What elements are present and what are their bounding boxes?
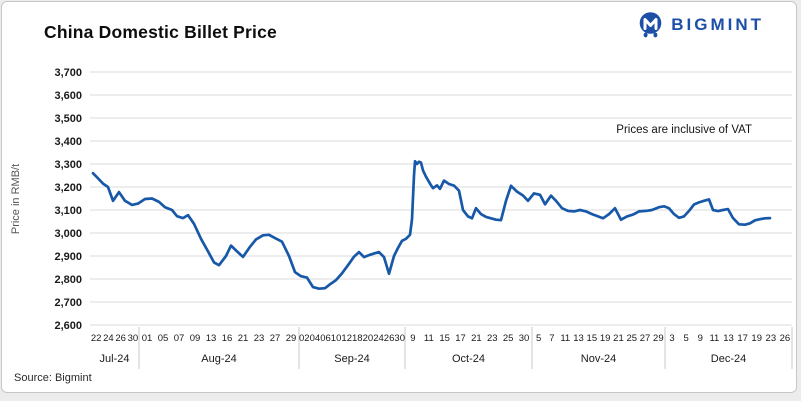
x-tick-label: 24 xyxy=(103,333,114,344)
y-tick-label: 3,600 xyxy=(54,90,82,102)
x-tick-label: 17 xyxy=(455,333,466,344)
x-tick-label: 15 xyxy=(439,333,450,344)
x-tick-label: 29 xyxy=(286,333,297,344)
x-tick-label: 24 xyxy=(373,333,384,344)
x-month-label: Sep-24 xyxy=(334,353,369,365)
x-tick-label: 11 xyxy=(709,333,719,344)
x-tick-label: 27 xyxy=(640,333,651,344)
y-axis-title: Price in RMB/t xyxy=(10,164,22,234)
price-line-series xyxy=(91,159,772,291)
x-tick-label: 26 xyxy=(384,333,395,344)
brand-name: BIGMINT xyxy=(671,14,764,34)
y-tick-label: 3,300 xyxy=(54,159,82,171)
y-axis-labels: 2,600 2,700 2,800 2,900 3,000 3,100 3,200 3,300… xyxy=(54,67,82,332)
x-tick-label: 23 xyxy=(254,333,265,344)
x-tick-label: 7 xyxy=(549,333,554,344)
x-tick-label: 04 xyxy=(310,333,321,344)
x-tick-label: 21 xyxy=(613,333,624,344)
y-tick-label: 2,600 xyxy=(54,320,82,332)
x-tick-label: 9 xyxy=(698,333,703,344)
x-tick-label: 17 xyxy=(737,333,748,344)
x-tick-label: 29 xyxy=(653,333,664,344)
y-tick-label: 3,200 xyxy=(54,182,82,194)
vat-annotation: Prices are inclusive of VAT xyxy=(616,124,752,136)
x-tick-label: 13 xyxy=(206,333,217,344)
x-tick-label: 30 xyxy=(519,333,530,344)
y-tick-label: 3,500 xyxy=(54,113,82,125)
y-tick-label: 2,900 xyxy=(54,251,82,263)
x-tick-label: 5 xyxy=(684,333,689,344)
x-tick-label: 16 xyxy=(222,333,233,344)
x-tick-label: 11 xyxy=(560,333,570,344)
x-tick-label: 18 xyxy=(352,333,363,344)
y-tick-label: 2,700 xyxy=(54,297,82,309)
x-tick-label: 06 xyxy=(320,333,331,344)
x-tick-label: 26 xyxy=(115,333,126,344)
x-tick-label: 05 xyxy=(158,333,169,344)
x-tick-label: 26 xyxy=(780,333,791,344)
gridlines xyxy=(90,71,792,326)
bigmint-logo-icon xyxy=(639,12,662,38)
x-tick-label: 09 xyxy=(190,333,201,344)
x-month-label: Aug-24 xyxy=(201,353,236,365)
x-tick-label: 20 xyxy=(363,333,374,344)
y-tick-label: 3,400 xyxy=(54,136,82,148)
x-tick-label: 23 xyxy=(487,333,498,344)
x-tick-label: 13 xyxy=(573,333,584,344)
x-tick-label: 10 xyxy=(331,333,342,344)
x-month-label: Oct-24 xyxy=(452,353,485,365)
x-tick-label: 23 xyxy=(766,333,777,344)
x-tick-label: 13 xyxy=(723,333,734,344)
x-month-label: Dec-24 xyxy=(711,353,746,365)
x-tick-label: 02 xyxy=(299,333,310,344)
page-title: China Domestic Billet Price xyxy=(44,22,277,42)
x-tick-label: 27 xyxy=(270,333,281,344)
x-tick-label: 15 xyxy=(587,333,598,344)
x-tick-label: 19 xyxy=(751,333,762,344)
x-tick-label: 19 xyxy=(600,333,611,344)
billet-price-line-chart: 2,600 2,700 2,800 2,900 3,000 3,100 3,200 3,300… xyxy=(10,67,793,369)
x-tick-label: 3 xyxy=(669,333,674,344)
x-tick-label: 25 xyxy=(503,333,514,344)
y-tick-label: 3,100 xyxy=(54,205,82,217)
x-tick-label: 30 xyxy=(128,333,139,344)
x-tick-label: 21 xyxy=(471,333,482,344)
x-tick-label: 01 xyxy=(142,333,153,344)
x-tick-label: 5 xyxy=(536,333,541,344)
chart-card: China Domestic Billet Price BIGMINT 2,60… xyxy=(1,1,797,393)
x-tick-label: 9 xyxy=(410,333,415,344)
x-tick-label: 25 xyxy=(626,333,637,344)
y-tick-label: 2,800 xyxy=(54,274,82,286)
source-caption: Source: Bigmint xyxy=(14,372,92,384)
x-month-label: Jul-24 xyxy=(100,353,130,365)
x-tick-label: 21 xyxy=(238,333,249,344)
x-tick-label: 07 xyxy=(174,333,185,344)
y-tick-label: 3,700 xyxy=(54,67,82,79)
brand-logo: BIGMINT xyxy=(637,11,764,38)
y-tick-label: 3,000 xyxy=(54,228,82,240)
x-tick-label: 11 xyxy=(424,333,434,344)
x-month-label: Nov-24 xyxy=(581,353,616,365)
x-tick-label: 30 xyxy=(394,333,405,344)
price-line xyxy=(91,159,772,291)
x-tick-label: 22 xyxy=(91,333,102,344)
x-tick-label: 12 xyxy=(341,333,352,344)
